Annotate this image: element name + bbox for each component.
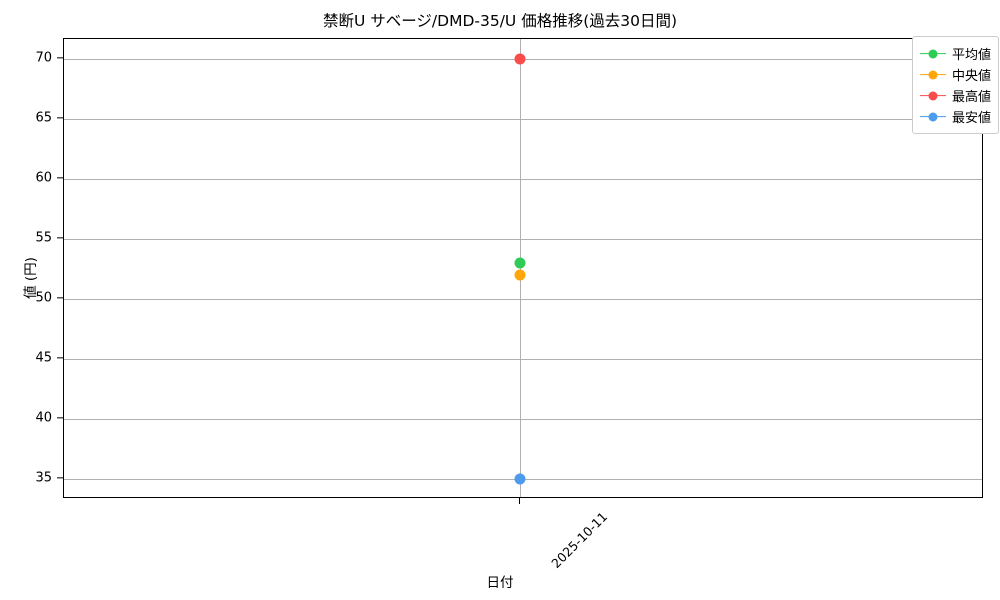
gridline-55 (64, 239, 982, 240)
y-tick-mark-70 (57, 57, 63, 59)
y-tick-label-65: 65 (35, 110, 52, 126)
y-tick-label-60: 60 (35, 170, 52, 186)
y-tick-mark-60 (57, 177, 63, 179)
y-axis-label: 値 (円) (23, 257, 39, 299)
plot-area (63, 38, 983, 498)
legend-item-average[interactable]: 平均値 (920, 43, 991, 64)
data-point-min-35[interactable] (514, 473, 526, 485)
gridline-45 (64, 359, 982, 360)
y-tick-mark-55 (57, 237, 63, 239)
x-tick-mark-2025-10-11 (519, 498, 521, 504)
legend-swatch-median-icon (920, 69, 946, 80)
y-tick-mark-45 (57, 357, 63, 359)
y-tick-mark-35 (57, 477, 63, 479)
y-tick-mark-65 (57, 117, 63, 119)
gridline-65 (64, 119, 982, 120)
data-point-max-70[interactable] (514, 53, 526, 65)
legend-item-median[interactable]: 中央値 (920, 64, 991, 85)
gridline-50 (64, 299, 982, 300)
legend-label-average: 平均値 (952, 48, 992, 63)
legend-swatch-max-icon (920, 90, 946, 101)
x-axis-label: 日付 (486, 575, 514, 591)
legend-item-max[interactable]: 最高値 (920, 85, 991, 106)
data-point-median-52[interactable] (514, 269, 526, 281)
y-tick-label-45: 45 (35, 350, 52, 366)
y-tick-label-55: 55 (35, 230, 52, 246)
legend-label-min: 最安値 (952, 111, 992, 126)
legend-swatch-average-icon (920, 48, 946, 59)
y-tick-mark-50 (57, 297, 63, 299)
legend-swatch-min-icon (920, 111, 946, 122)
y-tick-label-70: 70 (35, 50, 52, 66)
y-tick-mark-40 (57, 417, 63, 419)
y-tick-label-35: 35 (35, 470, 52, 486)
legend-item-min[interactable]: 最安値 (920, 106, 991, 127)
x-tick-label-2025-10-11: 2025-10-11 (548, 509, 611, 571)
chart-legend: 平均値 中央値 最高値 最安値 (912, 36, 999, 134)
data-point-average-53[interactable] (514, 257, 526, 269)
y-tick-label-40: 40 (35, 410, 52, 426)
legend-label-max: 最高値 (952, 90, 992, 105)
gridline-60 (64, 179, 982, 180)
gridline-40 (64, 419, 982, 420)
chart-title: 禁断U サベージ/DMD-35/U 価格推移(過去30日間) (322, 12, 678, 30)
y-tick-label-50: 50 (35, 290, 52, 306)
legend-label-median: 中央値 (952, 69, 992, 84)
